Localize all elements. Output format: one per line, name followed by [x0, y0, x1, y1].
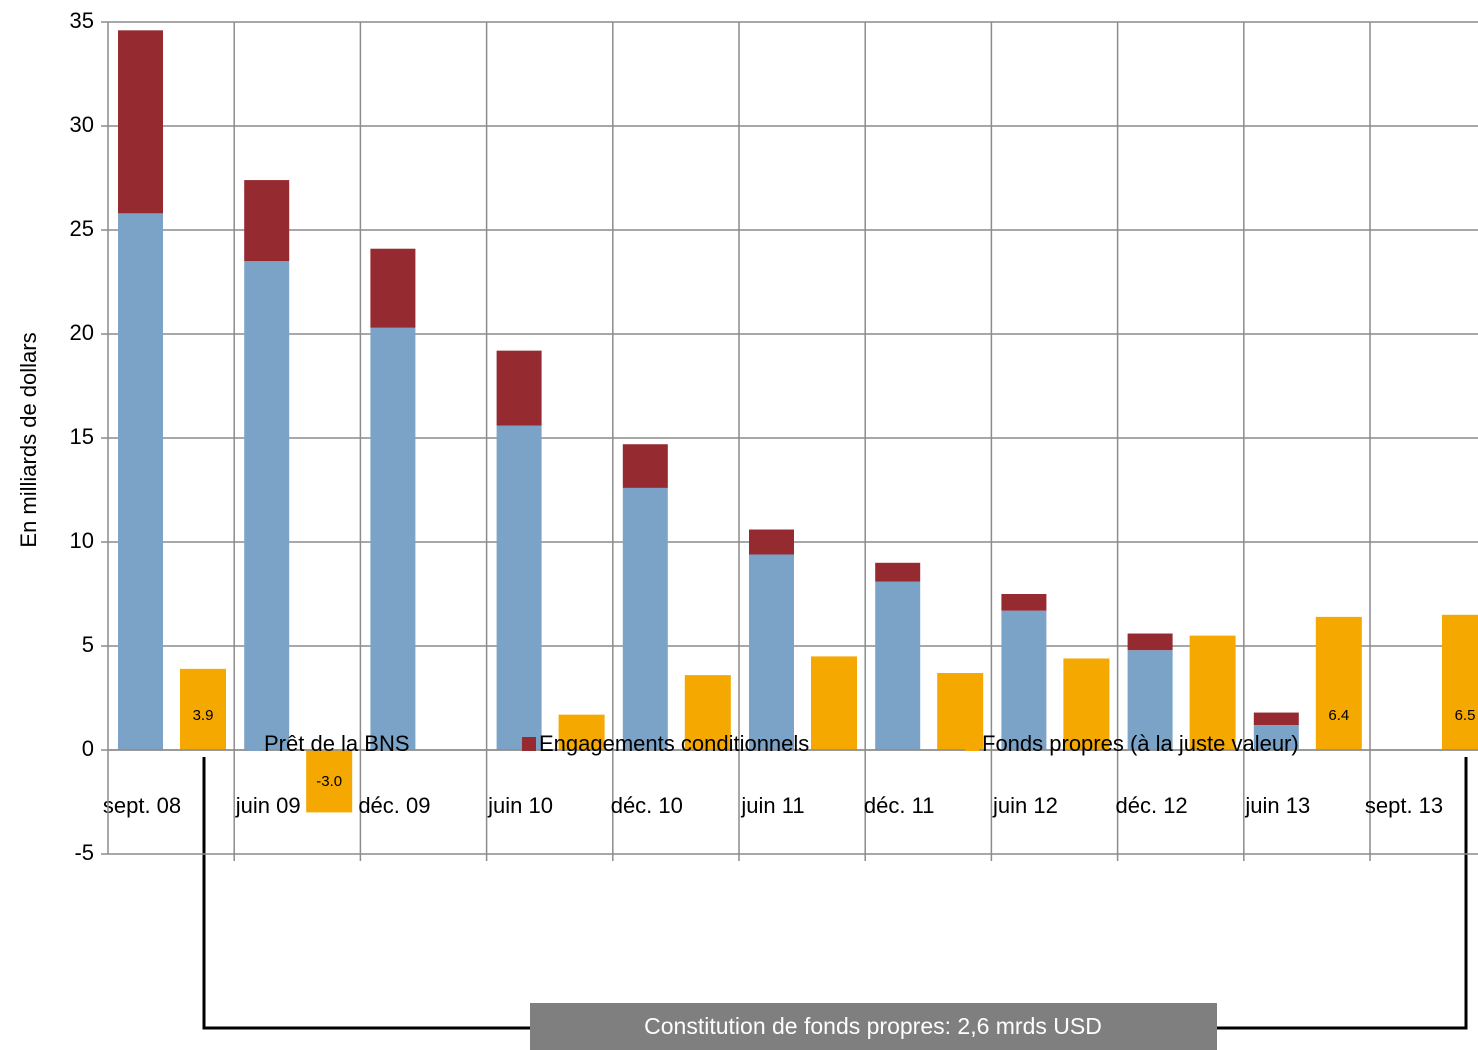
bar: [118, 213, 163, 751]
bar: [244, 261, 290, 750]
x-tick-label: déc. 12: [1116, 793, 1188, 818]
bar: [1001, 594, 1047, 611]
bar: [180, 668, 226, 750]
y-tick-label: 15: [70, 424, 94, 449]
x-tick-label: juin 11: [740, 793, 804, 818]
bar: [1127, 650, 1173, 750]
y-tick-label: 10: [70, 528, 94, 553]
bar: [1127, 633, 1173, 651]
y-tick-label: 5: [82, 632, 94, 657]
bar: [875, 562, 921, 582]
bar: [1189, 635, 1236, 750]
annotation-box: [530, 1003, 1217, 1050]
x-tick-label: juin 09: [235, 793, 301, 818]
bar: [496, 425, 542, 750]
annotation: Constitution de fonds propres: 2,6 mrds …: [644, 1013, 1102, 1039]
bar: [622, 487, 668, 750]
bar: [496, 350, 542, 426]
bar: [370, 248, 416, 328]
legend-swatch: [965, 737, 979, 751]
bar: [558, 714, 605, 750]
legend-label: Fonds propres (à la juste valeur): [982, 731, 1299, 756]
y-tick-label: 25: [70, 216, 94, 241]
bar: [1442, 614, 1478, 750]
bar: [749, 529, 794, 555]
x-tick-label: déc. 09: [358, 793, 430, 818]
y-tick-label: -5: [74, 840, 94, 865]
legend-swatch: [247, 737, 261, 751]
bar: [118, 30, 163, 214]
bar: [1315, 616, 1362, 750]
x-tick-label: juin 13: [1244, 793, 1310, 818]
value-label: 6.5: [1455, 707, 1476, 724]
bar: [1063, 658, 1110, 750]
y-tick-label: 30: [70, 112, 94, 137]
x-tick-label: sept. 13: [1365, 793, 1443, 818]
bar: [370, 327, 416, 750]
x-tick-label: sept. 08: [103, 793, 181, 818]
bar: [1253, 725, 1299, 750]
value-label: -3.0: [316, 773, 342, 790]
legend-swatch: [522, 737, 536, 751]
bar: [1253, 712, 1299, 726]
y-axis-label: En milliards de dollars: [16, 332, 41, 547]
bar: [749, 554, 794, 750]
x-tick-label: juin 12: [992, 793, 1058, 818]
legend-label: Prêt de la BNS: [264, 731, 410, 756]
bar: [1001, 610, 1047, 750]
x-tick-label: déc. 10: [611, 793, 683, 818]
bar: [622, 444, 668, 488]
y-tick-label: 20: [70, 320, 94, 345]
bar: [811, 656, 857, 750]
bar: [306, 750, 353, 813]
y-tick-label: 0: [82, 736, 94, 761]
legend-label: Engagements conditionnels: [539, 731, 809, 756]
x-tick-label: déc. 11: [864, 793, 935, 818]
value-label: 3.9: [193, 707, 214, 724]
value-label: 6.4: [1328, 707, 1349, 724]
x-tick-label: juin 10: [487, 793, 553, 818]
bar: [875, 581, 921, 750]
bar: [244, 180, 290, 262]
bar: [684, 675, 731, 750]
y-tick-label: 35: [70, 8, 94, 33]
